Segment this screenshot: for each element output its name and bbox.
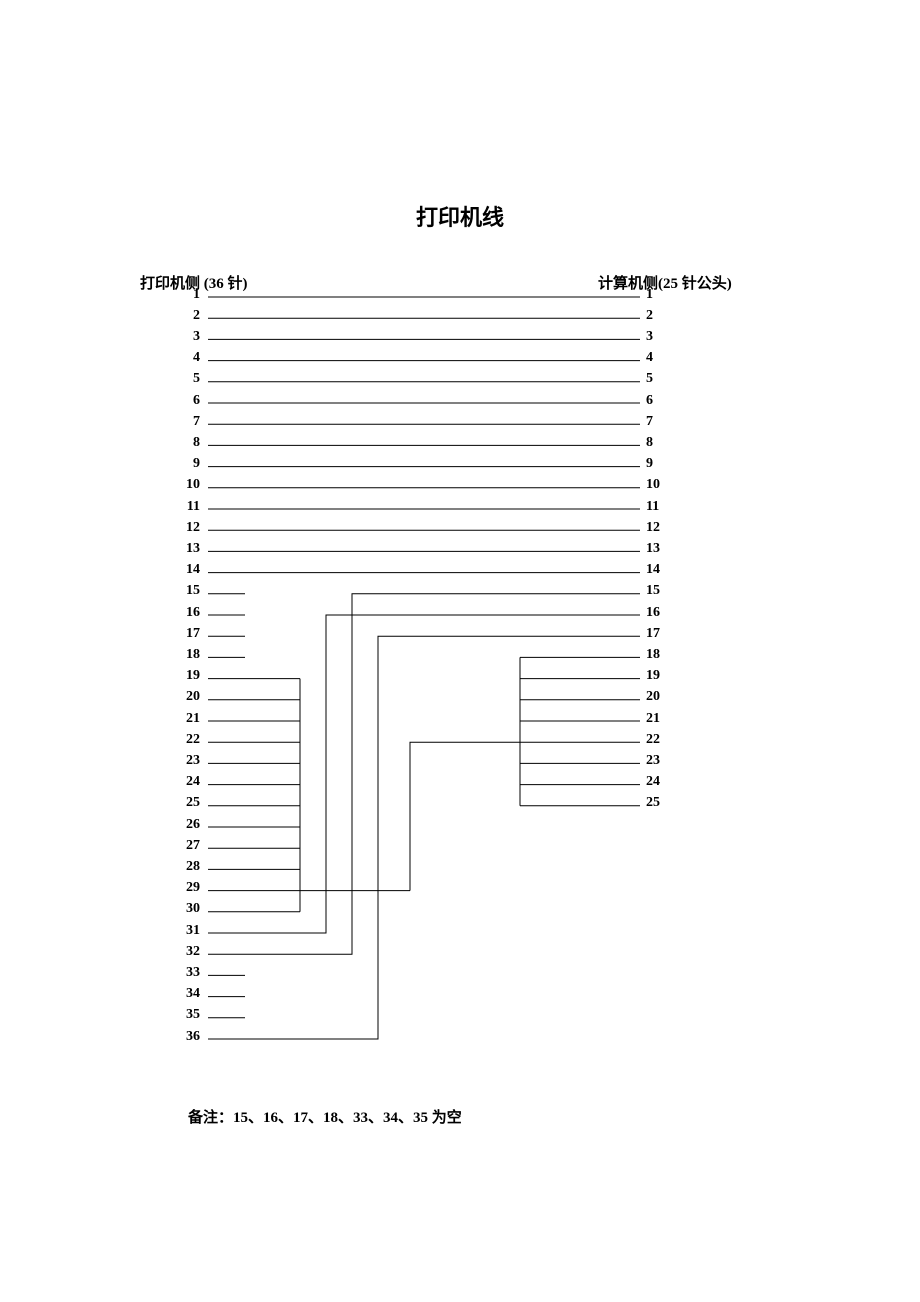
left-pin-6: 6 [0, 393, 200, 409]
left-pin-26: 26 [0, 817, 200, 833]
left-pin-20: 20 [0, 689, 200, 705]
right-pin-3: 3 [646, 329, 653, 345]
left-pin-34: 34 [0, 986, 200, 1002]
right-pin-10: 10 [646, 477, 660, 493]
right-pin-23: 23 [646, 753, 660, 769]
left-pin-30: 30 [0, 901, 200, 917]
right-pin-6: 6 [646, 393, 653, 409]
right-pin-18: 18 [646, 647, 660, 663]
left-pin-28: 28 [0, 859, 200, 875]
left-pin-33: 33 [0, 965, 200, 981]
left-pin-10: 10 [0, 477, 200, 493]
left-pin-32: 32 [0, 944, 200, 960]
left-pin-36: 36 [0, 1029, 200, 1045]
left-pin-14: 14 [0, 562, 200, 578]
left-pin-17: 17 [0, 626, 200, 642]
left-pin-23: 23 [0, 753, 200, 769]
left-pin-18: 18 [0, 647, 200, 663]
left-pin-5: 5 [0, 371, 200, 387]
right-pin-14: 14 [646, 562, 660, 578]
right-pin-15: 15 [646, 583, 660, 599]
left-pin-31: 31 [0, 923, 200, 939]
right-pin-7: 7 [646, 414, 653, 430]
left-pin-19: 19 [0, 668, 200, 684]
left-pin-12: 12 [0, 520, 200, 536]
note-text: 备注：15、16、17、18、33、34、35 为空 [188, 1106, 462, 1127]
left-pin-8: 8 [0, 435, 200, 451]
right-pin-20: 20 [646, 689, 660, 705]
right-pin-19: 19 [646, 668, 660, 684]
left-pin-2: 2 [0, 308, 200, 324]
right-pin-9: 9 [646, 456, 653, 472]
left-pin-4: 4 [0, 350, 200, 366]
left-pin-25: 25 [0, 795, 200, 811]
left-pin-7: 7 [0, 414, 200, 430]
right-pin-12: 12 [646, 520, 660, 536]
right-pin-11: 11 [646, 499, 659, 515]
left-pin-21: 21 [0, 711, 200, 727]
right-pin-1: 1 [646, 287, 653, 303]
right-pin-24: 24 [646, 774, 660, 790]
left-pin-16: 16 [0, 605, 200, 621]
left-pin-9: 9 [0, 456, 200, 472]
left-pin-24: 24 [0, 774, 200, 790]
left-pin-13: 13 [0, 541, 200, 557]
right-pin-17: 17 [646, 626, 660, 642]
left-pin-22: 22 [0, 732, 200, 748]
left-pin-27: 27 [0, 838, 200, 854]
left-pin-29: 29 [0, 880, 200, 896]
right-pin-2: 2 [646, 308, 653, 324]
right-pin-4: 4 [646, 350, 653, 366]
right-pin-25: 25 [646, 795, 660, 811]
right-pin-22: 22 [646, 732, 660, 748]
left-pin-11: 11 [0, 499, 200, 515]
right-pin-21: 21 [646, 711, 660, 727]
left-pin-1: 1 [0, 287, 200, 303]
right-pin-5: 5 [646, 371, 653, 387]
right-pin-8: 8 [646, 435, 653, 451]
left-pin-15: 15 [0, 583, 200, 599]
left-pin-35: 35 [0, 1007, 200, 1023]
right-pin-13: 13 [646, 541, 660, 557]
left-pin-3: 3 [0, 329, 200, 345]
right-pin-16: 16 [646, 605, 660, 621]
